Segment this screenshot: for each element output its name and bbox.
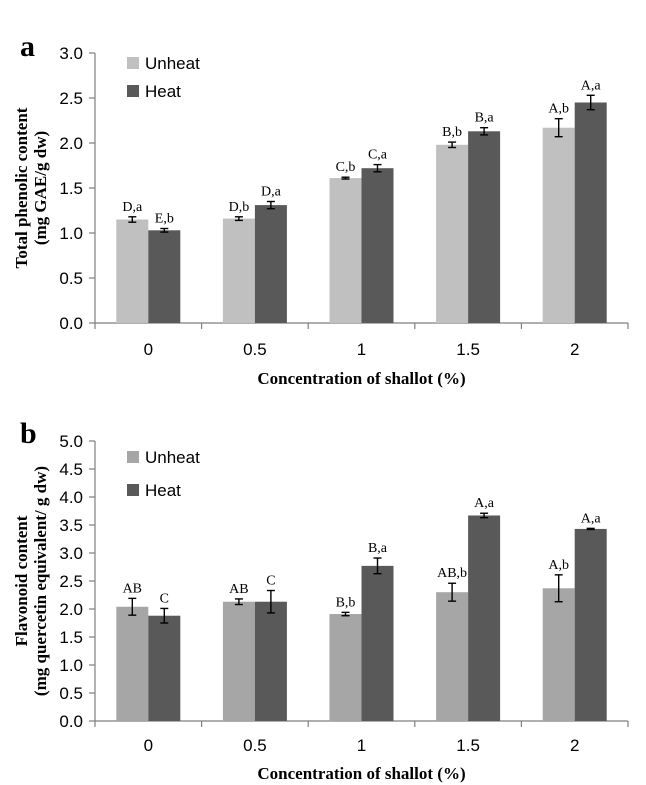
panel-a-xtick-label: 2 [570, 340, 579, 359]
panel-a-ytick-label: 0.0 [59, 314, 83, 333]
panel-a-data-label: E,b [155, 212, 174, 227]
panel-a-bar-heat [574, 102, 607, 323]
panel-b-ytick-label: 4.5 [59, 460, 83, 479]
panel-b-ytick-label: 4.0 [59, 488, 83, 507]
panel-b-bar-unheat [542, 588, 575, 721]
panel-b-ytick-label: 3.5 [59, 516, 83, 535]
panel-a-bar-unheat [222, 218, 255, 323]
panel-a-data-label: B,a [475, 111, 495, 126]
panel-a-ytick-label: 0.5 [59, 269, 83, 288]
panel-b-xtick-label: 0.5 [243, 736, 267, 755]
panel-a-xtick-label: 0 [144, 340, 153, 359]
panel-b-data-label: B,b [336, 595, 356, 610]
panel-a-data-label: B,b [442, 125, 462, 140]
panel-b-xtick-label: 2 [570, 736, 579, 755]
panel-a-x-axis-title: Concentration of shallot (%) [257, 369, 465, 388]
panel-a-legend-label-unheat: Unheat [145, 54, 200, 73]
panel-a-bar-heat [254, 205, 287, 323]
panel-b-legend-swatch-heat [127, 484, 139, 496]
panel-a-data-label: A,b [548, 102, 569, 117]
panel-b-bar-heat [148, 615, 181, 721]
panel-a-legend-label-heat: Heat [145, 82, 181, 101]
panel-b-legend-label-unheat: Unheat [145, 448, 200, 467]
panel-a-data-label: D,a [261, 185, 282, 200]
panel-a-bar-heat [468, 131, 501, 323]
panel-a-bar-unheat [542, 127, 575, 323]
panel-a-bar-heat [148, 230, 181, 323]
panel-a-bar-unheat [436, 144, 469, 323]
panel-b-data-label: B,a [368, 541, 388, 556]
panel-b-data-label: AB [123, 581, 142, 596]
panel-a-data-label: C,a [368, 148, 388, 163]
panel-b-bar-unheat [436, 592, 469, 721]
panel-b-bar-unheat [222, 601, 255, 721]
panel-b-bar-heat [468, 515, 501, 721]
panel-a-xtick-label: 0.5 [243, 340, 267, 359]
panel-a-data-label: A,a [581, 78, 602, 93]
panel-b-ytick-label: 0.5 [59, 684, 83, 703]
panel-b-bar-heat [574, 528, 607, 721]
panel-a-ytick-label: 1.0 [59, 224, 83, 243]
panel-b-data-label: A,b [548, 558, 569, 573]
panel-a-label: a [20, 30, 35, 63]
panel-a-bar-heat [361, 168, 394, 323]
panel-a-xtick-label: 1 [357, 340, 366, 359]
panel-a-y-axis-title-line2: (mg GAE/g dw) [31, 131, 50, 245]
panel-a-ytick-label: 1.5 [59, 179, 83, 198]
panel-b-data-label: C [266, 574, 275, 589]
panel-a-data-label: D,a [122, 200, 143, 215]
panel-b-ytick-label: 1.5 [59, 628, 83, 647]
panel-b-bar-unheat [329, 614, 362, 721]
panel-a-bar-unheat [329, 178, 362, 323]
panel-b-data-label: A,a [474, 496, 495, 511]
panel-b-ytick-label: 0.0 [59, 712, 83, 731]
panel-a-ytick-label: 3.0 [59, 44, 83, 63]
panel-b-ytick-label: 2.0 [59, 600, 83, 619]
panel-b-bar-heat [361, 565, 394, 721]
panel-b-xtick-label: 1 [357, 736, 366, 755]
panel-a-xtick-label: 1.5 [456, 340, 480, 359]
panel-b-ytick-label: 1.0 [59, 656, 83, 675]
panel-a-data-label: D,b [229, 200, 250, 215]
panel-b-x-axis-title: Concentration of shallot (%) [257, 764, 465, 783]
panel-a-data-label: C,b [336, 160, 356, 175]
panel-b-bar-unheat [116, 606, 149, 721]
panel-a-bar-unheat [116, 219, 149, 323]
panel-b-y-axis-title-line1: Flavonoid content [12, 515, 31, 646]
panel-b-legend-label-heat: Heat [145, 481, 181, 500]
panel-b-data-label: C [160, 591, 169, 606]
panel-b-data-label: AB [229, 582, 248, 597]
panel-b-data-label: A,a [581, 511, 602, 526]
panel-a-legend-swatch-unheat [127, 57, 139, 69]
panel-b-ytick-label: 2.5 [59, 572, 83, 591]
panel-b-ytick-label: 5.0 [59, 432, 83, 451]
panel-a-legend-swatch-heat [127, 85, 139, 97]
panel-b-xtick-label: 1.5 [456, 736, 480, 755]
panel-b-xtick-label: 0 [144, 736, 153, 755]
panel-b-data-label: AB,b [437, 566, 467, 581]
panel-a-ytick-label: 2.0 [59, 134, 83, 153]
panel-a-ytick-label: 2.5 [59, 89, 83, 108]
panel-a-y-axis-title-line1: Total phenolic content [12, 107, 31, 268]
panel-b-legend-swatch-unheat [127, 451, 139, 463]
panel-b-y-axis-title-line2: (mg quercetin equivalent/ g dw) [31, 466, 50, 696]
panel-b-bar-heat [254, 601, 287, 721]
panel-b-ytick-label: 3.0 [59, 544, 83, 563]
panel-b-label: b [20, 417, 37, 450]
